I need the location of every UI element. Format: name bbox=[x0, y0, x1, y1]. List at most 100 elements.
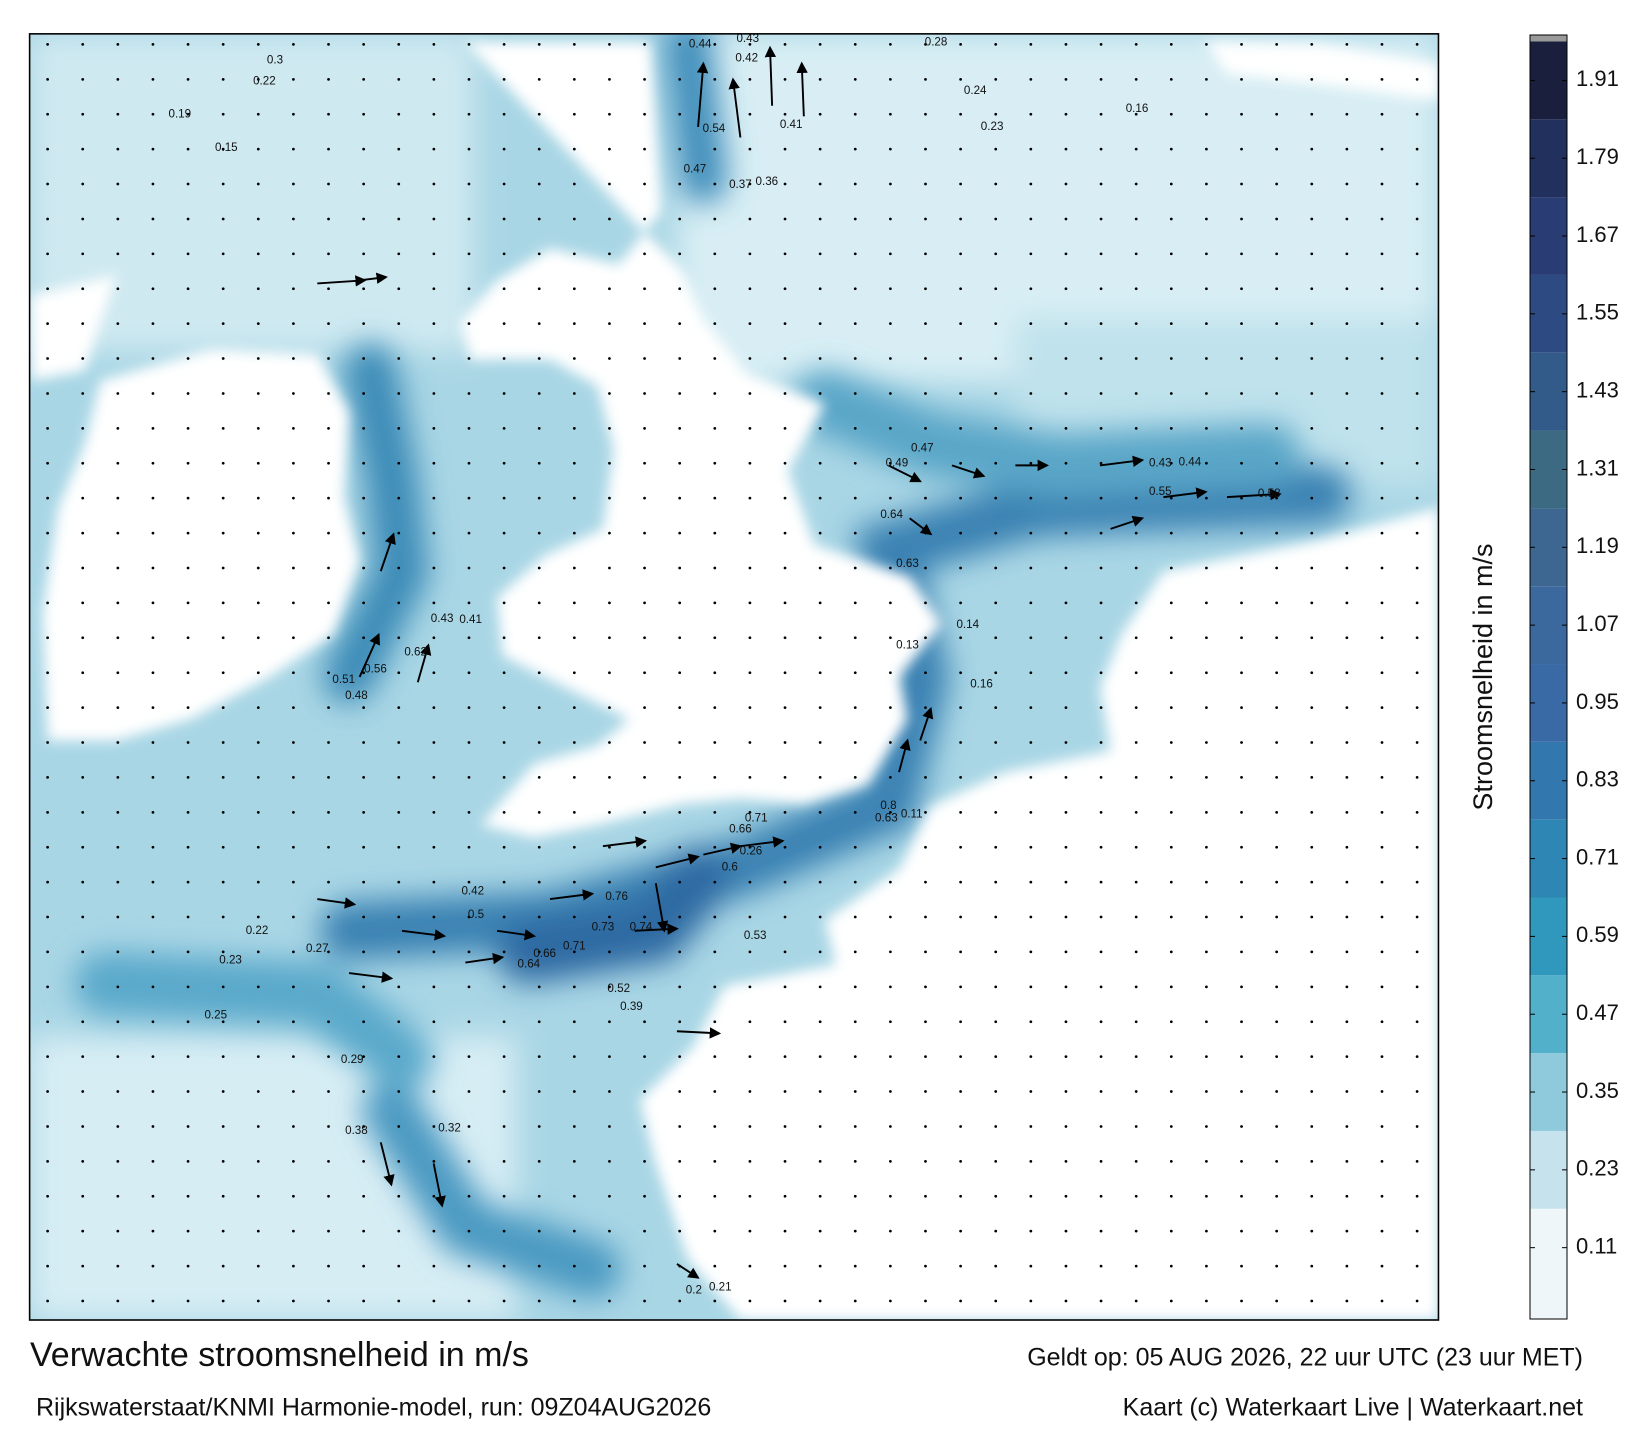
grid-dot bbox=[221, 147, 225, 151]
grid-dot bbox=[397, 147, 401, 151]
grid-dot bbox=[1064, 845, 1068, 849]
grid-dot bbox=[537, 880, 541, 884]
grid-dot bbox=[397, 182, 401, 186]
current-arrow bbox=[654, 883, 669, 933]
grid-dot bbox=[1275, 1055, 1279, 1059]
grid-dot bbox=[502, 287, 506, 291]
grid-dot bbox=[292, 217, 295, 221]
grid-dot bbox=[46, 496, 49, 500]
grid-dot bbox=[1064, 1020, 1068, 1024]
grid-dot bbox=[608, 496, 611, 500]
grid-dot bbox=[537, 287, 541, 291]
grid-dot bbox=[292, 461, 295, 465]
grid-dot bbox=[1064, 601, 1068, 605]
grid-dot bbox=[572, 496, 576, 500]
grid-dot bbox=[959, 810, 962, 814]
grid-dot bbox=[572, 147, 576, 151]
grid-dot bbox=[292, 531, 295, 535]
grid-dot bbox=[572, 1125, 576, 1128]
grid-dot bbox=[1064, 1229, 1068, 1233]
grid-dot bbox=[1029, 776, 1033, 779]
grid-dot bbox=[116, 252, 120, 256]
grid-dot bbox=[467, 426, 471, 430]
grid-dot bbox=[362, 322, 366, 326]
speed-label: 0.2 bbox=[686, 1283, 702, 1296]
grid-dot bbox=[151, 950, 155, 954]
grid-dot bbox=[1029, 77, 1033, 81]
colorbar-band bbox=[1530, 1053, 1567, 1131]
grid-dot bbox=[1134, 496, 1138, 500]
colorbar-band bbox=[1530, 352, 1567, 431]
grid-dot bbox=[748, 287, 752, 291]
grid-dot bbox=[537, 741, 541, 744]
grid-dot bbox=[888, 1090, 892, 1093]
grid-dot bbox=[362, 496, 366, 500]
grid-dot bbox=[256, 741, 260, 744]
grid-dot bbox=[924, 741, 927, 744]
grid-dot bbox=[713, 1055, 717, 1059]
grid-dot bbox=[713, 845, 717, 849]
grid-dot bbox=[643, 1020, 646, 1024]
grid-dot bbox=[362, 845, 366, 849]
grid-dot bbox=[1099, 741, 1103, 744]
grid-dot bbox=[327, 182, 330, 186]
grid-dot bbox=[1240, 706, 1243, 709]
grid-dot bbox=[397, 601, 401, 605]
grid-dot bbox=[959, 43, 962, 46]
grid-dot bbox=[502, 880, 506, 884]
grid-dot bbox=[256, 915, 260, 919]
grid-dot bbox=[1029, 741, 1033, 744]
grid-dot bbox=[959, 1159, 962, 1163]
grid-dot bbox=[467, 43, 471, 46]
speed-label: 0.38 bbox=[345, 1124, 368, 1137]
grid-dot bbox=[1099, 1055, 1103, 1059]
speed-label: 0.64 bbox=[880, 508, 903, 521]
grid-dot bbox=[748, 531, 752, 535]
grid-dot bbox=[1380, 1229, 1384, 1233]
grid-dot bbox=[783, 287, 787, 291]
grid-dot bbox=[608, 1159, 611, 1163]
grid-dot bbox=[994, 252, 998, 256]
grid-dot bbox=[572, 1299, 576, 1303]
grid-dot bbox=[1415, 77, 1419, 81]
grid-dot bbox=[994, 182, 998, 186]
colorbar-tick-label: 1.19 bbox=[1576, 533, 1619, 558]
grid-dot bbox=[959, 1090, 962, 1093]
speed-label: 0.22 bbox=[246, 924, 269, 937]
grid-dot bbox=[1064, 671, 1068, 675]
grid-dot bbox=[186, 147, 190, 151]
grid-dot bbox=[1064, 880, 1068, 884]
grid-dot bbox=[818, 112, 822, 116]
grid-dot bbox=[1415, 357, 1419, 360]
grid-dot bbox=[818, 1229, 822, 1233]
grid-dot bbox=[853, 985, 857, 989]
grid-dot bbox=[643, 182, 646, 186]
grid-dot bbox=[432, 43, 436, 46]
grid-dot bbox=[1275, 531, 1279, 535]
grid-dot bbox=[1275, 322, 1279, 326]
grid-dot bbox=[1169, 1125, 1173, 1128]
grid-dot bbox=[537, 845, 541, 849]
grid-dot bbox=[678, 1299, 682, 1303]
grid-dot bbox=[608, 985, 611, 989]
grid-dot bbox=[537, 43, 541, 46]
grid-dot bbox=[1064, 392, 1068, 395]
grid-dot bbox=[221, 1159, 225, 1163]
grid-dot bbox=[959, 880, 962, 884]
grid-dot bbox=[572, 357, 576, 360]
grid-dot bbox=[502, 985, 506, 989]
grid-dot bbox=[1169, 950, 1173, 954]
grid-dot bbox=[1029, 1229, 1033, 1233]
grid-dot bbox=[713, 950, 717, 954]
grid-dot bbox=[151, 1020, 155, 1024]
grid-dot bbox=[1099, 252, 1103, 256]
grid-dot bbox=[1380, 1194, 1384, 1198]
grid-dot bbox=[116, 426, 120, 430]
grid-dot bbox=[924, 950, 927, 954]
grid-dot bbox=[362, 741, 366, 744]
grid-dot bbox=[1310, 566, 1314, 570]
grid-dot bbox=[397, 1194, 401, 1198]
grid-dot bbox=[959, 112, 962, 116]
grid-dot bbox=[256, 217, 260, 221]
current-arrow bbox=[728, 77, 742, 138]
